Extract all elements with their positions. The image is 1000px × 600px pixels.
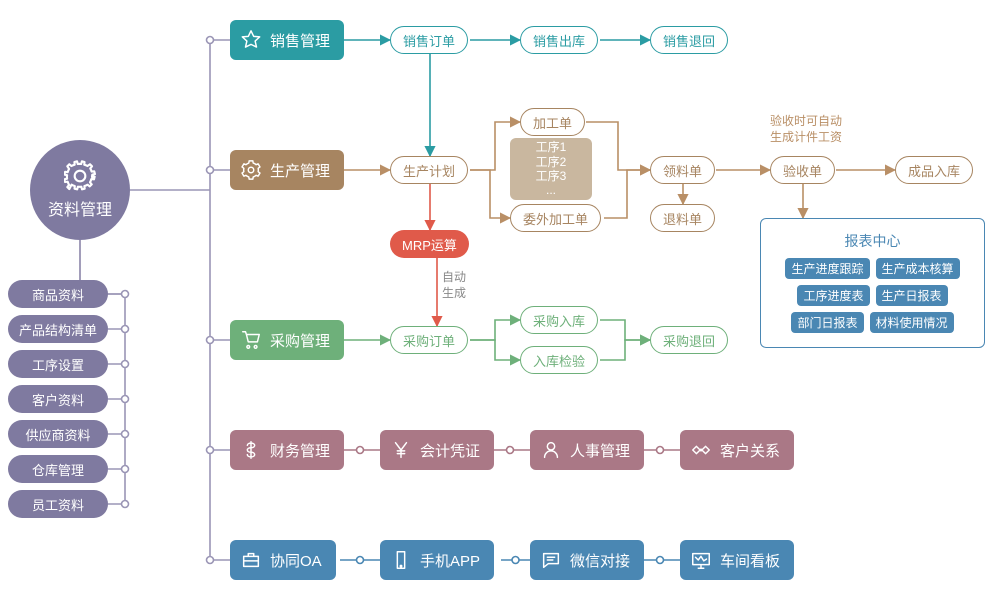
- annotation: 验收时可自动: [770, 112, 842, 129]
- module-sales[interactable]: 销售管理: [230, 20, 344, 60]
- left-item[interactable]: 员工资料: [8, 490, 108, 518]
- pill-g2[interactable]: 采购入库: [520, 306, 598, 334]
- report-chip[interactable]: 生产成本核算: [876, 258, 960, 279]
- pill-g3[interactable]: 入库检验: [520, 346, 598, 374]
- module-fin[interactable]: 财务管理: [230, 430, 344, 470]
- module-label: 采购管理: [270, 330, 330, 351]
- left-item[interactable]: 商品资料: [8, 280, 108, 308]
- pill-p6[interactable]: 验收单: [770, 156, 835, 184]
- report-chip[interactable]: 生产日报表: [876, 285, 948, 306]
- gear2-icon: [240, 159, 262, 181]
- module-label: 客户关系: [720, 440, 780, 461]
- left-item[interactable]: 产品结构清单: [8, 315, 108, 343]
- module-label: 会计凭证: [420, 440, 480, 461]
- pill-p1[interactable]: 生产计划: [390, 156, 468, 184]
- annotation: 生成: [442, 284, 466, 301]
- dollar-icon: [240, 439, 262, 461]
- handshake-icon: [690, 439, 712, 461]
- pill-s1[interactable]: 销售订单: [390, 26, 468, 54]
- module-label: 财务管理: [270, 440, 330, 461]
- pill-p5[interactable]: 退料单: [650, 204, 715, 232]
- person-icon: [540, 439, 562, 461]
- star-icon: [240, 29, 262, 51]
- module-label: 生产管理: [270, 160, 330, 181]
- module-label: 协同OA: [270, 550, 322, 571]
- pill-p3[interactable]: 委外加工单: [510, 204, 601, 232]
- monitor-icon: [690, 549, 712, 571]
- left-item[interactable]: 仓库管理: [8, 455, 108, 483]
- module-label: 车间看板: [720, 550, 780, 571]
- pill-mrp[interactable]: MRP运算: [390, 230, 469, 258]
- report-chip[interactable]: 部门日报表: [791, 312, 863, 333]
- main-circle: 资料管理: [30, 140, 130, 240]
- pill-g1[interactable]: 采购订单: [390, 326, 468, 354]
- pill-s2[interactable]: 销售出库: [520, 26, 598, 54]
- module-label: 微信对接: [570, 550, 630, 571]
- module-wechat[interactable]: 微信对接: [530, 540, 644, 580]
- report-chip[interactable]: 生产进度跟踪: [785, 258, 869, 279]
- pill-p2[interactable]: 加工单: [520, 108, 585, 136]
- circle-label: 资料管理: [48, 196, 112, 220]
- module-hr[interactable]: 人事管理: [530, 430, 644, 470]
- report-title: 报表中心: [845, 231, 901, 251]
- process-box: 工序1工序2工序3...: [510, 138, 592, 200]
- module-label: 手机APP: [420, 550, 480, 571]
- module-acct[interactable]: 会计凭证: [380, 430, 494, 470]
- cart-icon: [240, 329, 262, 351]
- annotation: 生成计件工资: [770, 128, 842, 145]
- yen-icon: [390, 439, 412, 461]
- pill-g4[interactable]: 采购退回: [650, 326, 728, 354]
- module-app[interactable]: 手机APP: [380, 540, 494, 580]
- module-oa[interactable]: 协同OA: [230, 540, 336, 580]
- briefcase-icon: [240, 549, 262, 571]
- phone-icon: [390, 549, 412, 571]
- left-item[interactable]: 客户资料: [8, 385, 108, 413]
- module-board[interactable]: 车间看板: [680, 540, 794, 580]
- module-crm[interactable]: 客户关系: [680, 430, 794, 470]
- report-chip[interactable]: 工序进度表: [797, 285, 869, 306]
- left-item[interactable]: 供应商资料: [8, 420, 108, 448]
- module-purch[interactable]: 采购管理: [230, 320, 344, 360]
- module-label: 人事管理: [570, 440, 630, 461]
- chat-icon: [540, 549, 562, 571]
- annotation: 自动: [442, 268, 466, 285]
- pill-p7[interactable]: 成品入库: [895, 156, 973, 184]
- module-prod[interactable]: 生产管理: [230, 150, 344, 190]
- report-chip[interactable]: 材料使用情况: [870, 312, 954, 333]
- pill-p4[interactable]: 领料单: [650, 156, 715, 184]
- report-center: 报表中心生产进度跟踪生产成本核算工序进度表生产日报表部门日报表材料使用情况: [760, 218, 985, 348]
- pill-s3[interactable]: 销售退回: [650, 26, 728, 54]
- left-item[interactable]: 工序设置: [8, 350, 108, 378]
- module-label: 销售管理: [270, 30, 330, 51]
- gear-icon: [64, 160, 96, 192]
